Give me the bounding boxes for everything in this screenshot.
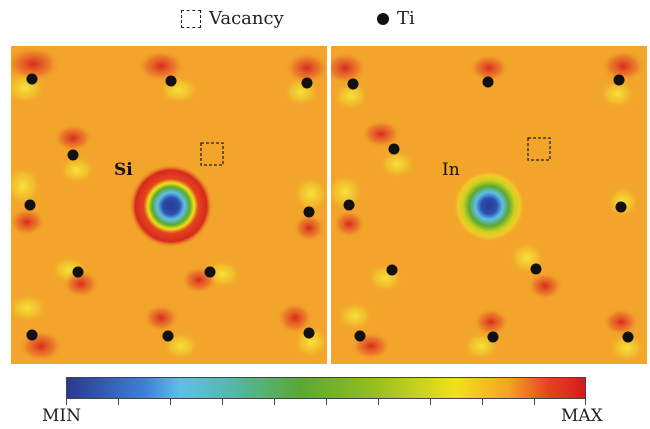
charge-density-map-si: Si	[11, 46, 327, 364]
colorbar-max-label: MAX	[561, 406, 603, 426]
colorbar	[66, 377, 586, 399]
ti-atom	[354, 330, 366, 342]
vacancy-marker	[200, 142, 224, 166]
ti-atom	[301, 77, 313, 89]
vacancy-marker	[527, 137, 551, 161]
ti-atom	[530, 263, 542, 275]
ti-atom	[165, 75, 177, 87]
ti-atom	[26, 73, 38, 85]
ti-legend-label: Ti	[397, 8, 415, 29]
colorbar-min-label: MIN	[42, 406, 81, 426]
ti-atom	[24, 199, 36, 211]
vacancy-legend-icon	[181, 9, 201, 28]
ti-atom	[386, 264, 398, 276]
ti-atom	[162, 330, 174, 342]
ti-legend: Ti	[377, 8, 415, 29]
ti-atom	[26, 329, 38, 341]
ti-atom	[388, 143, 400, 155]
ti-atom	[347, 78, 359, 90]
ti-atom	[303, 327, 315, 339]
colorbar-ticks	[66, 399, 586, 406]
ti-atom	[204, 266, 216, 278]
ti-atom	[72, 266, 84, 278]
in-label: In	[442, 160, 460, 180]
vacancy-legend: Vacancy	[181, 8, 284, 29]
ti-atom	[482, 76, 494, 88]
ti-atom	[303, 206, 315, 218]
ti-dot-icon	[377, 12, 389, 25]
ti-atom	[615, 201, 627, 213]
si-dopant-site	[129, 164, 213, 248]
ti-atom	[622, 331, 634, 343]
charge-density-map-in: In	[331, 46, 647, 364]
ti-atom	[487, 331, 499, 343]
ti-atom	[67, 149, 79, 161]
vacancy-legend-label: Vacancy	[209, 8, 284, 29]
in-dopant-site	[453, 170, 525, 242]
ti-atom	[343, 199, 355, 211]
si-label: Si	[114, 160, 133, 180]
ti-atom	[613, 74, 625, 86]
